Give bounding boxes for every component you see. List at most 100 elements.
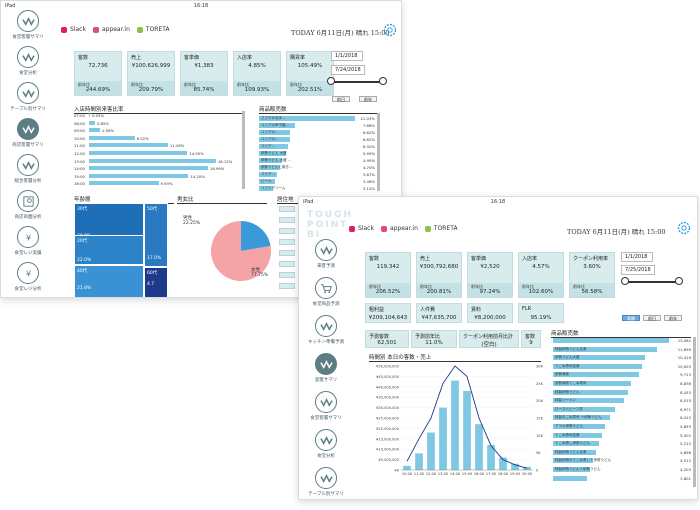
product-row: 特製伊勢うどん＋伊勢うどん 4,203: [553, 466, 691, 473]
scrollbar[interactable]: [693, 337, 696, 487]
kpi-card: 粗利益 ¥209,104,643: [365, 303, 411, 323]
kpi-card: 客単価 ¥2,520 前年比 97.24%: [467, 252, 513, 298]
sidebar-item[interactable]: テーブル別サマリ: [1, 82, 55, 112]
residence-item[interactable]: [279, 261, 295, 267]
slider-knob-start[interactable]: [621, 277, 629, 285]
sidebar-item[interactable]: 混雑サマリ: [299, 353, 353, 383]
kpi-card: FLR 95.19%: [518, 303, 564, 323]
kpi-sub: 前年比 97.24%: [468, 283, 512, 297]
age-label: 50代: [147, 207, 158, 212]
date-to-field[interactable]: 7/25/2018: [621, 265, 655, 275]
residence-item[interactable]: [279, 206, 295, 212]
actual-button[interactable]: 実績: [622, 315, 640, 321]
product-name: 特製ソーメン: [555, 398, 576, 403]
sidebar-item[interactable]: ¥ 食堂レジ実績: [1, 226, 55, 256]
sidebar-item[interactable]: キッチン準備予測: [299, 315, 353, 345]
sidebar-item-label: 食堂客層サマリ: [12, 35, 44, 40]
appear-in-icon: [92, 26, 99, 33]
residence-item[interactable]: [279, 250, 295, 256]
date-range-slider[interactable]: [625, 281, 679, 283]
gear-icon[interactable]: [677, 221, 691, 235]
kpi-sub-label: 前年比: [184, 82, 196, 87]
date-range-slider[interactable]: [331, 81, 385, 83]
slider-knob-start[interactable]: [327, 77, 335, 85]
slider-knob-end[interactable]: [675, 277, 683, 285]
residence-item[interactable]: [279, 228, 295, 234]
sidebar-item-label: テーブル別サマリ: [10, 107, 46, 112]
yen-icon: ¥: [17, 262, 39, 284]
date-from-field[interactable]: 1/1/2018: [331, 51, 363, 61]
hour-label: 15:00: [74, 173, 85, 179]
residence-item[interactable]: [279, 239, 295, 245]
residence-item[interactable]: [279, 283, 295, 289]
prev-year-button[interactable]: 前年: [359, 96, 377, 102]
sidebar-item[interactable]: 商店商圏分析: [1, 190, 55, 220]
prev-year-button[interactable]: 前年: [664, 315, 682, 321]
wave-icon: [17, 118, 39, 140]
appear-in-link[interactable]: appear.in: [389, 225, 418, 232]
forecast-card: 予測客数 62,501: [365, 330, 409, 348]
treemap-cell: 60代 4.7: [144, 267, 168, 297]
scrollbar[interactable]: [242, 111, 245, 189]
sidebar-item[interactable]: 総合客層分析: [1, 154, 55, 184]
slack-link[interactable]: Slack: [70, 26, 86, 33]
slider-knob-end[interactable]: [379, 77, 387, 85]
sidebar-item-label: 食堂商品予測: [312, 302, 340, 307]
forecast-title: 予測前年比: [415, 334, 441, 340]
residence-item[interactable]: [279, 217, 295, 223]
kpi-title: 客単価: [184, 55, 200, 61]
toreta-link[interactable]: TORETA: [433, 225, 458, 232]
sidebar-item[interactable]: 食堂客層サマリ: [299, 391, 353, 421]
integrations-bar: Slack appear.in TORETA: [61, 26, 170, 33]
sidebar-item[interactable]: 食堂商品予測: [299, 277, 353, 307]
residence-item[interactable]: [279, 272, 295, 278]
product-bar: [259, 144, 288, 149]
hourly-combo-chart: ¥0 ¥5,000,000 ¥10,000,000 ¥15,000,000 ¥20,00…: [376, 365, 544, 477]
hourly-pct: 14.05%: [189, 151, 204, 156]
yen-icon: ¥: [17, 226, 39, 248]
sidebar-item[interactable]: ¥ 食堂レジ分析: [1, 262, 55, 292]
date-to-field[interactable]: 7/24/2018: [331, 65, 365, 75]
product-count: 9,713: [680, 372, 691, 378]
kpi-card: 賃料 ¥8,200,000: [467, 303, 513, 323]
hourly-pct: 1.56%: [101, 128, 114, 134]
product-bar: [553, 338, 669, 343]
product-count: 8,453: [680, 389, 691, 395]
scrollbar[interactable]: [377, 113, 380, 191]
hourly-row: 09:00 1.56%: [74, 128, 239, 133]
kpi-sub-value: 56.58%: [581, 289, 603, 295]
appear-in-link[interactable]: appear.in: [101, 26, 130, 33]
kpi-title: 人件費: [420, 307, 436, 313]
sidebar-item[interactable]: 商店客層サマリ: [1, 118, 55, 148]
product-name: 特製伊勢うどん: [555, 389, 580, 394]
y2-tick-label: 15K: [536, 417, 544, 421]
toreta-link[interactable]: TORETA: [145, 26, 170, 33]
product-name: てこね寿司定食: [555, 363, 580, 368]
kpi-value: ¥47,635,700: [421, 315, 457, 321]
hour-label: 14:00: [74, 166, 85, 172]
hourly-bar: [89, 135, 135, 140]
date-from-field[interactable]: 1/1/2018: [621, 252, 653, 262]
slack-link[interactable]: Slack: [358, 225, 374, 232]
kpi-value: ¥300,792,680: [419, 264, 459, 270]
sidebar-item[interactable]: テーブル別サマリ: [299, 467, 353, 497]
sidebar-item-label: テーブル別サマリ: [308, 492, 344, 497]
product-row: ユリアの… 6.82%: [259, 136, 375, 143]
sidebar-item[interactable]: 食堂分析: [1, 46, 55, 76]
kpi-title: 売上: [131, 55, 142, 61]
y2-tick-label: 0: [536, 469, 539, 473]
sidebar-item[interactable]: 来客予測: [299, 239, 353, 269]
product-row: 特製伊勢うどん定食 11,695: [553, 346, 691, 353]
kpi-title: FLR: [522, 306, 532, 312]
sidebar-item[interactable]: 食堂客層サマリ: [1, 10, 55, 40]
product-bar: [259, 158, 282, 163]
kpi-title: 客単価: [471, 256, 487, 262]
kpi-sub: 前年比 206.52%: [366, 283, 410, 297]
product-pct: 7.88%: [362, 123, 375, 128]
prev-day-button[interactable]: 前日: [643, 315, 661, 321]
hourly-row: 15:00 14.20%: [74, 173, 239, 179]
sidebar-item[interactable]: 食堂分析: [299, 429, 353, 459]
prev-day-button[interactable]: 前日: [332, 96, 350, 102]
gear-icon[interactable]: [383, 23, 397, 37]
pie-slice-male: [241, 221, 271, 251]
